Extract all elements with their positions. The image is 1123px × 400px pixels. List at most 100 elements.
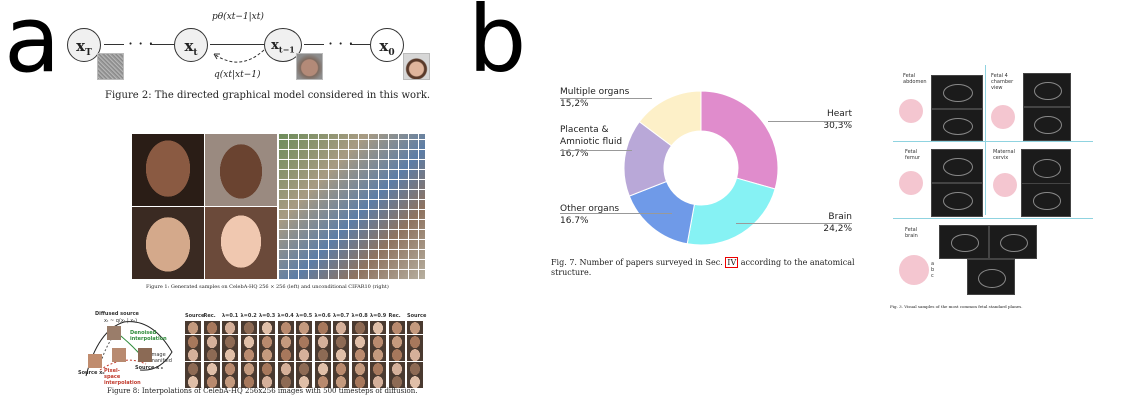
interpolation-image — [240, 348, 257, 361]
interpolation-image — [314, 321, 331, 334]
interpolation-image — [407, 334, 423, 348]
ultrasound-image — [931, 75, 983, 109]
fetus-icon — [899, 255, 929, 285]
ultrasound-image — [1021, 183, 1071, 217]
interpolation-image — [314, 375, 331, 388]
denoised-label: Denoised interpolation — [130, 330, 167, 342]
interpolation-image — [388, 375, 405, 388]
column-header: λ=0.8 — [351, 313, 368, 319]
interpolation-image — [333, 348, 349, 361]
interpolation-image — [296, 375, 312, 388]
arrow-top-label: pθ(xt−1|xt) — [212, 12, 264, 22]
divider-horizontal — [893, 218, 1093, 219]
fig7-caption: Fig. 7. Number of papers surveyed in Sec… — [551, 257, 855, 277]
diffused-source-label: Diffused source — [95, 311, 139, 317]
face-sample — [132, 207, 204, 279]
interpolation-image — [333, 334, 349, 348]
node-xT: xT — [67, 28, 101, 62]
interpolation-image — [351, 375, 368, 388]
interpolation-image — [222, 375, 238, 388]
interpolation-image — [314, 334, 331, 348]
interpolation-image — [388, 334, 405, 348]
divider-vertical — [985, 65, 986, 215]
column-header: λ=0.9 — [370, 313, 387, 319]
interpolation-image — [222, 321, 238, 334]
legend-label-heart: Heart 30,3% — [823, 109, 852, 131]
fetal-brain-label: Fetal brain — [905, 227, 918, 239]
section-ref-link[interactable]: IV — [725, 257, 739, 268]
interpolation-image — [222, 334, 238, 348]
column-header: λ=0.5 — [296, 313, 313, 319]
interpolation-image — [296, 334, 312, 348]
pixel-space-label: Pixel-space interpolation — [104, 368, 141, 386]
interpolation-image — [240, 375, 257, 388]
column-header: λ=0.3 — [259, 313, 276, 319]
dashed-arrow-icon — [213, 49, 265, 63]
ultrasound-image — [931, 109, 983, 141]
column-header: λ=0.4 — [277, 313, 294, 319]
node-x0: x0 — [370, 28, 404, 62]
cifar-sample-grid — [279, 134, 425, 279]
arrow-right-icon — [210, 44, 264, 45]
legend-label-multiple-organs: Multiple organs 15,2% — [560, 87, 630, 109]
ultrasound-image — [967, 259, 1015, 295]
interpolation-image — [259, 348, 275, 361]
divider-horizontal — [893, 141, 1093, 142]
arrow-bottom-label: q(xt|xt−1) — [214, 70, 261, 80]
source-x0-label: Source x₀ — [78, 370, 105, 376]
interpolation-image — [333, 361, 349, 375]
interpolation-image — [370, 375, 386, 388]
interpolation-image — [296, 348, 312, 361]
interpolation-image — [240, 321, 257, 334]
clean-face-thumbnail — [403, 53, 430, 80]
legend-label-other-organs: Other organs 16.7% — [560, 204, 620, 226]
interpolation-image — [370, 334, 386, 348]
interpolation-image — [222, 361, 238, 375]
fig1-caption: Figure 1: Generated samples on CelebA-HQ… — [146, 284, 389, 290]
interpolation-image — [388, 361, 405, 375]
interpolation-image — [277, 321, 294, 334]
interpolation-image — [296, 321, 312, 334]
leader-line — [560, 213, 672, 214]
interpolation-image — [203, 334, 220, 348]
interpolation-image — [370, 361, 386, 375]
interpolation-image — [203, 361, 220, 375]
face-sample — [205, 134, 277, 206]
fetus-icon — [991, 105, 1015, 129]
interpolation-image — [240, 334, 257, 348]
interpolation-image — [351, 321, 368, 334]
interpolation-image — [259, 334, 275, 348]
leader-line — [560, 98, 652, 99]
legend-label-placenta-amniotic-fluid: Placenta & Amniotic fluid 16,7% — [560, 125, 623, 159]
arrow-right-icon — [304, 44, 324, 45]
interpolation-image — [222, 348, 238, 361]
leader-line — [736, 223, 852, 224]
interpolation-image — [370, 321, 386, 334]
interpolation-image — [407, 348, 423, 361]
interpolation-image — [388, 321, 405, 334]
interpolation-image — [388, 348, 405, 361]
arrow-right-icon — [150, 44, 174, 45]
interpolation-image — [351, 348, 368, 361]
leader-line — [560, 150, 632, 151]
fetus-icon — [993, 173, 1017, 197]
panel-b-letter: b — [468, 0, 527, 93]
mid-face-thumbnail — [112, 348, 126, 362]
leader-line — [768, 121, 852, 122]
node-xt-1: xt−1 — [264, 28, 302, 62]
column-header: Rec. — [203, 313, 216, 319]
column-header: λ=0.7 — [333, 313, 350, 319]
interpolation-image — [314, 361, 331, 375]
column-header: λ=0.1 — [222, 313, 239, 319]
fig2-caption: Figure 2: The directed graphical model c… — [105, 90, 431, 101]
donut-slice-brain — [686, 177, 776, 246]
image-manifold-label: Image manifold — [150, 352, 172, 364]
diffused-eq-label: xₜ ~ q(xₜ | x₀) — [104, 318, 138, 324]
column-header: Source — [185, 313, 205, 319]
interpolation-image — [277, 348, 294, 361]
interpolation-image — [277, 334, 294, 348]
interpolation-image — [277, 375, 294, 388]
column-header: λ=0.6 — [314, 313, 331, 319]
ellipsis: · · · — [128, 34, 154, 53]
interpolation-image — [185, 321, 201, 334]
